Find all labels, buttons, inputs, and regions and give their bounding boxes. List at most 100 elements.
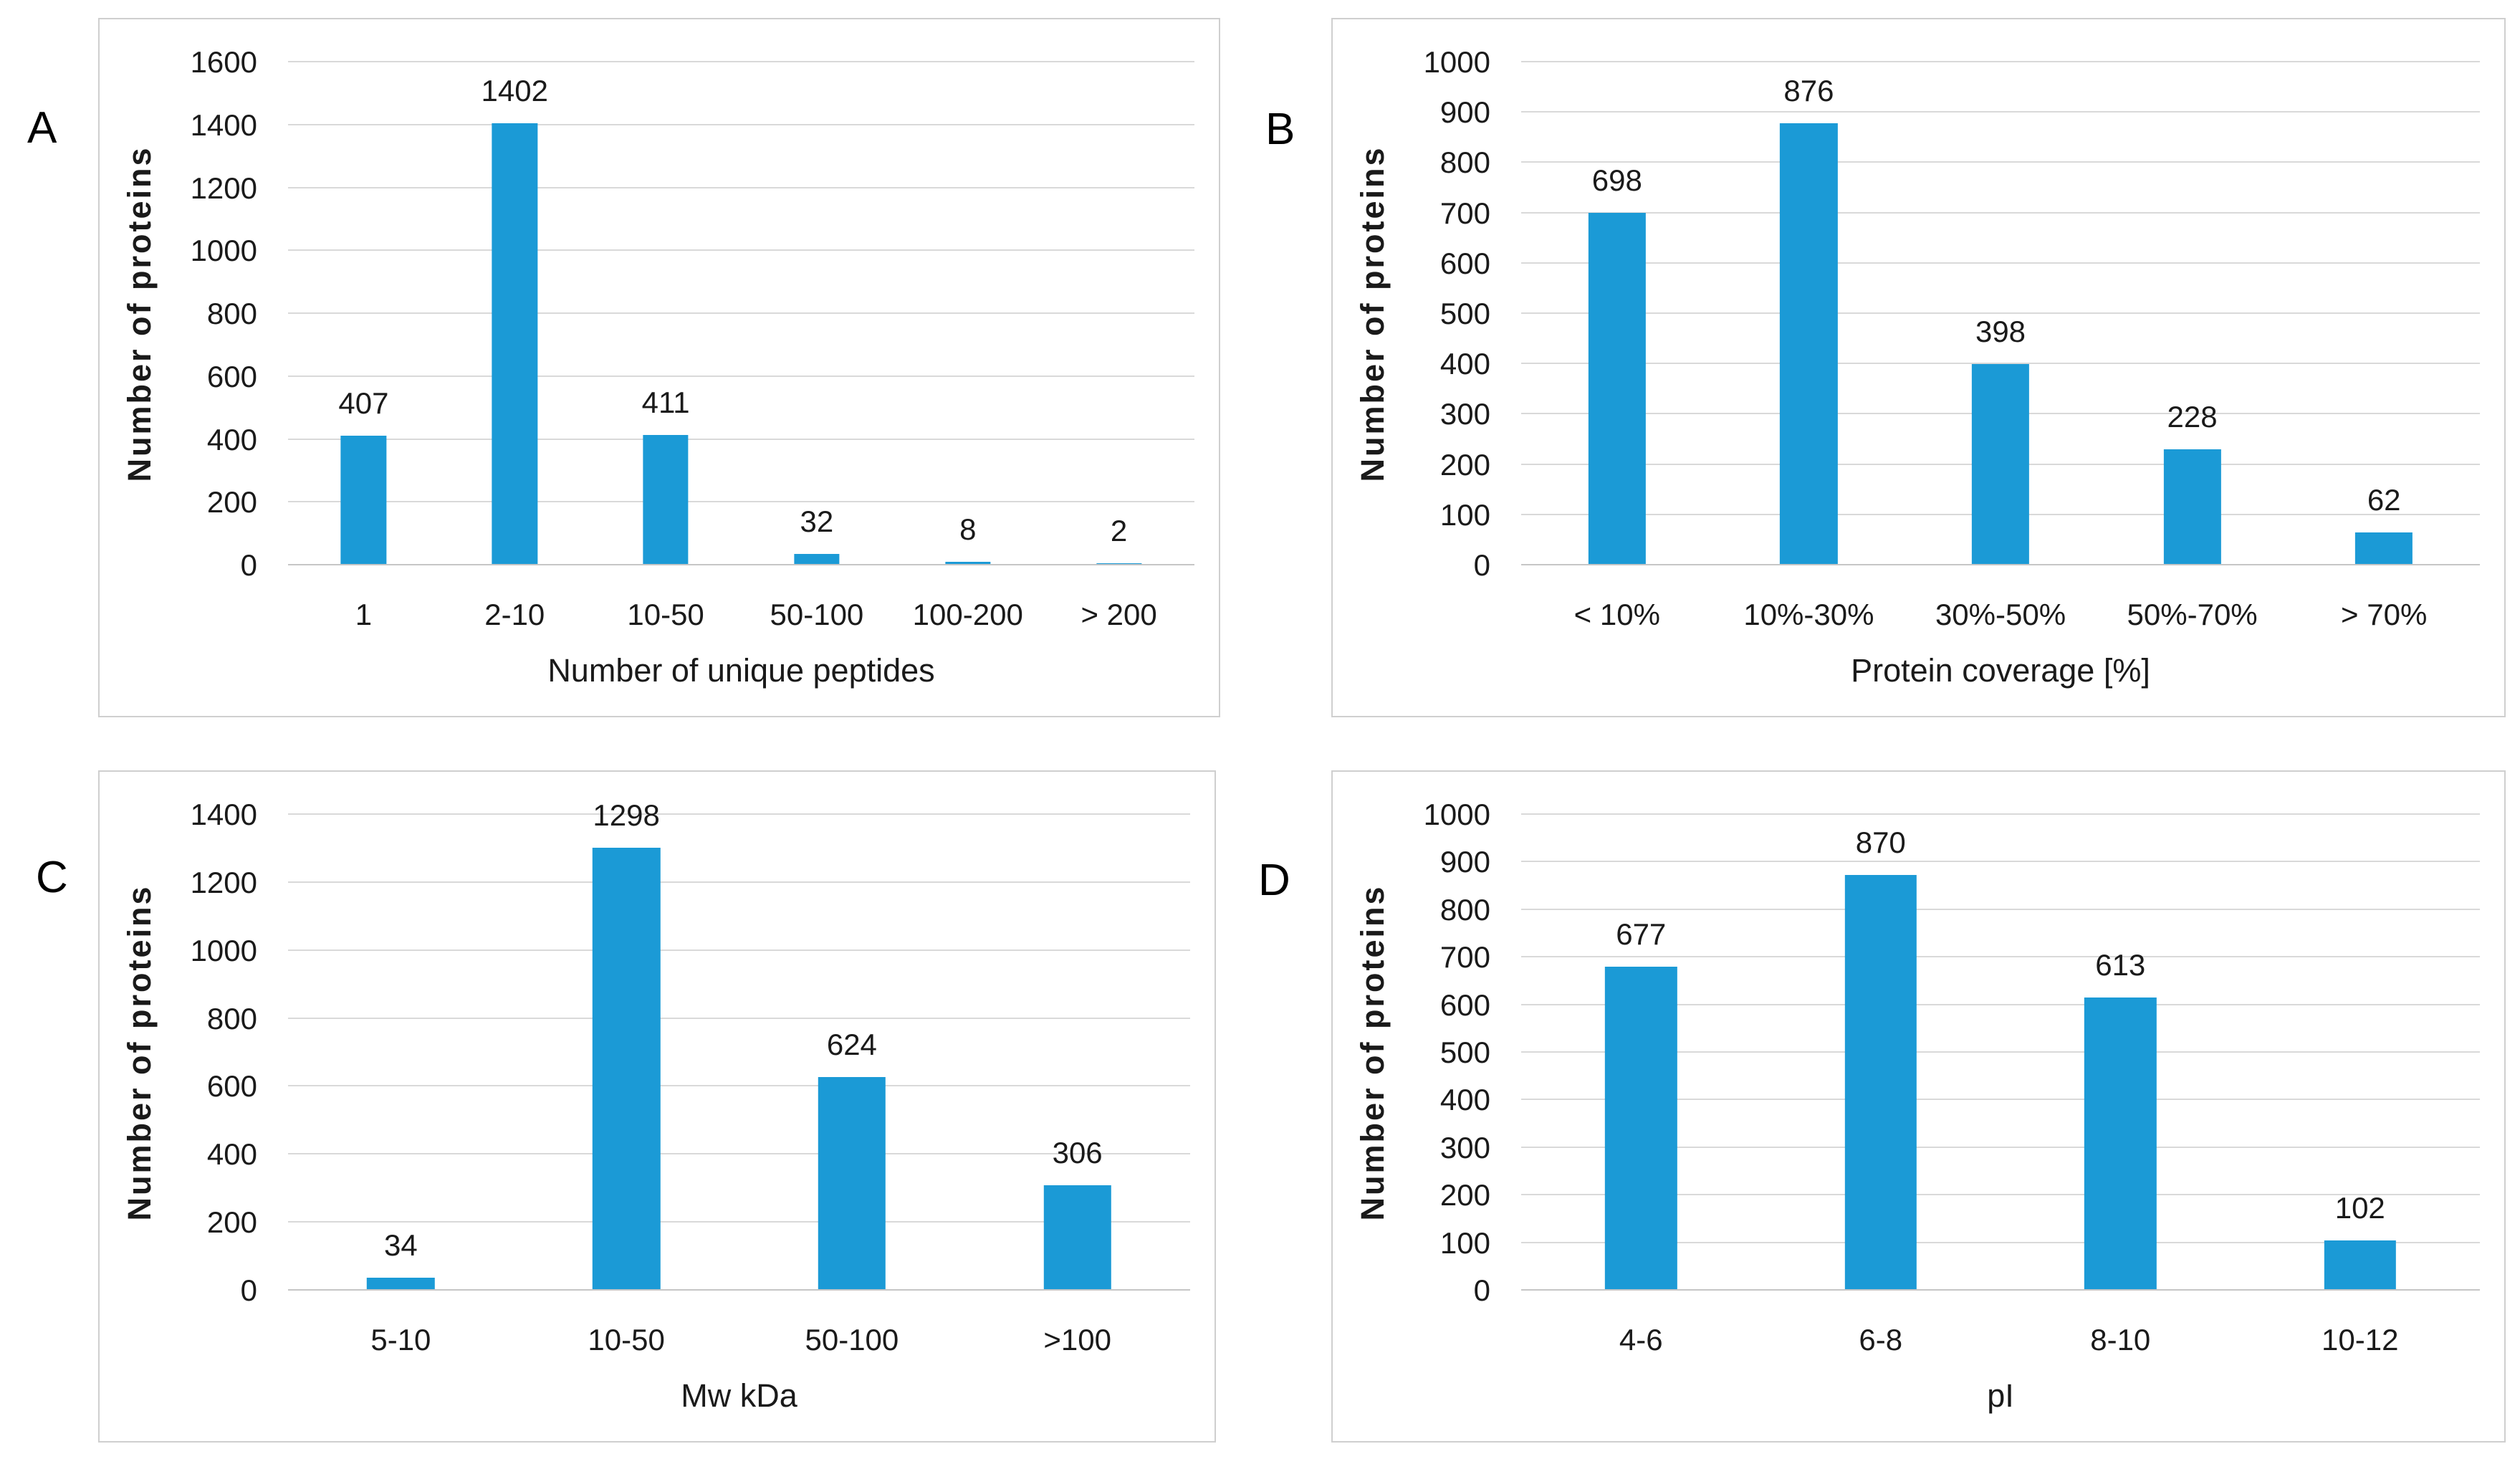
bar — [2355, 532, 2413, 564]
y-tick-label: 300 — [1439, 397, 1490, 431]
x-tick-label: 1 — [355, 598, 373, 631]
y-tick-label: 1200 — [190, 171, 257, 205]
x-tick-label: 10-12 — [2322, 1323, 2399, 1357]
x-tick-label: 50%-70% — [2127, 598, 2258, 631]
y-tick-label: 1000 — [190, 234, 257, 268]
gridline — [288, 1017, 1190, 1019]
gridline — [1521, 111, 2480, 113]
plot-area: 34 1298 624 306 — [288, 800, 1190, 1291]
gridline — [288, 501, 1194, 503]
gridline — [1521, 363, 2480, 365]
y-tick-label: 800 — [206, 1001, 257, 1035]
bar-value-label: 1298 — [593, 798, 660, 833]
gridline — [288, 1153, 1190, 1155]
bar-value-label: 306 — [1052, 1135, 1103, 1169]
x-tick-label: 10-50 — [588, 1323, 665, 1357]
y-axis-tick-labels: 0 200 400 600 800 1000 1200 1400 — [100, 800, 257, 1306]
bar — [1844, 875, 1917, 1289]
bar-value-label: 34 — [384, 1228, 418, 1262]
bar-value-label: 398 — [1975, 314, 2026, 348]
bar-value-label: 698 — [1591, 163, 1642, 198]
x-tick-label: 6-8 — [1859, 1323, 1903, 1357]
gridline — [288, 61, 1194, 62]
bar — [492, 123, 537, 564]
chart-panel-protein-coverage: Number of proteins 0 100 200 300 400 500 600 700… — [1331, 18, 2506, 717]
y-tick-label: 0 — [240, 548, 257, 582]
x-tick-label: > 70% — [2341, 598, 2428, 631]
y-tick-label: 1000 — [190, 933, 257, 967]
x-axis-tick-labels: < 10% 10%-30% 30%-50% 50%-70% > 70% — [1521, 600, 2480, 636]
y-tick-label: 700 — [1439, 940, 1490, 975]
x-axis-title: Protein coverage [%] — [1851, 652, 2150, 689]
gridline — [288, 949, 1190, 951]
bar-value-label: 407 — [338, 386, 389, 421]
y-tick-label: 0 — [1473, 548, 1490, 582]
chart-panel-unique-peptides: Number of proteins 0 200 400 600 800 1000 1200 1… — [98, 18, 1220, 717]
x-tick-label: > 200 — [1081, 598, 1157, 631]
bar — [340, 436, 387, 564]
gridline — [1521, 1241, 2480, 1243]
bar — [945, 561, 991, 564]
gridline — [1521, 1194, 2480, 1196]
bar-value-label: 870 — [1855, 826, 1906, 860]
gridline — [1521, 1099, 2480, 1101]
x-axis-line — [288, 1289, 1190, 1291]
x-axis-line — [1521, 1289, 2480, 1291]
chart-panel-isoelectric-point: Number of proteins 0 100 200 300 400 500 600 700… — [1331, 770, 2506, 1443]
bar-value-label: 677 — [1616, 917, 1667, 952]
x-tick-label: 100-200 — [912, 598, 1023, 631]
x-axis-line — [1521, 564, 2480, 565]
y-tick-label: 200 — [206, 1205, 257, 1240]
gridline — [288, 123, 1194, 125]
x-axis-title: Number of unique peptides — [547, 652, 935, 689]
y-tick-label: 400 — [1439, 1083, 1490, 1117]
gridline — [288, 312, 1194, 314]
gridline — [288, 813, 1190, 815]
bar — [1588, 213, 1646, 564]
panel-label-b: B — [1265, 105, 1295, 154]
x-axis-tick-labels: 5-10 10-50 50-100 >100 — [288, 1325, 1190, 1361]
y-tick-label: 1400 — [190, 798, 257, 831]
gridline — [1521, 61, 2480, 62]
y-tick-label: 600 — [1439, 246, 1490, 280]
y-tick-label: 200 — [206, 485, 257, 520]
gridline — [1521, 1003, 2480, 1005]
y-tick-label: 1200 — [190, 865, 257, 899]
x-axis-title: Mw kDa — [681, 1377, 797, 1414]
y-tick-label: 600 — [206, 1069, 257, 1104]
x-tick-label: 8-10 — [2090, 1323, 2151, 1357]
y-tick-label: 400 — [206, 422, 257, 456]
bar-value-label: 8 — [959, 512, 977, 546]
y-tick-label: 1000 — [1423, 798, 1490, 831]
gridline — [288, 375, 1194, 377]
y-tick-label: 400 — [1439, 347, 1490, 381]
y-tick-label: 900 — [1439, 845, 1490, 879]
bar — [2324, 1240, 2396, 1289]
bar-value-label: 32 — [800, 504, 834, 538]
x-tick-label: 4-6 — [1619, 1323, 1663, 1357]
y-tick-label: 500 — [1439, 297, 1490, 330]
gridline — [1521, 861, 2480, 863]
y-tick-label: 800 — [1439, 892, 1490, 927]
y-tick-label: 700 — [1439, 196, 1490, 230]
x-tick-label: 50-100 — [805, 1323, 899, 1357]
y-tick-label: 300 — [1439, 1130, 1490, 1164]
bar — [794, 553, 840, 564]
x-tick-label: 2-10 — [484, 598, 545, 631]
y-tick-label: 500 — [1439, 1035, 1490, 1069]
bar-value-label: 613 — [2095, 947, 2146, 982]
bar-value-label: 228 — [2167, 399, 2218, 434]
y-tick-label: 600 — [206, 359, 257, 393]
gridline — [288, 881, 1190, 883]
gridline — [1521, 312, 2480, 314]
x-tick-label: 10%-30% — [1743, 598, 1874, 631]
gridline — [288, 186, 1194, 188]
x-axis-title: pI — [1987, 1377, 2014, 1414]
x-tick-label: >100 — [1043, 1323, 1111, 1357]
bar-value-label: 624 — [826, 1028, 877, 1062]
x-axis-tick-labels: 1 2-10 10-50 50-100 100-200 > 200 — [288, 600, 1194, 636]
y-tick-label: 100 — [1439, 497, 1490, 532]
bar — [1096, 563, 1142, 564]
gridline — [288, 249, 1194, 252]
